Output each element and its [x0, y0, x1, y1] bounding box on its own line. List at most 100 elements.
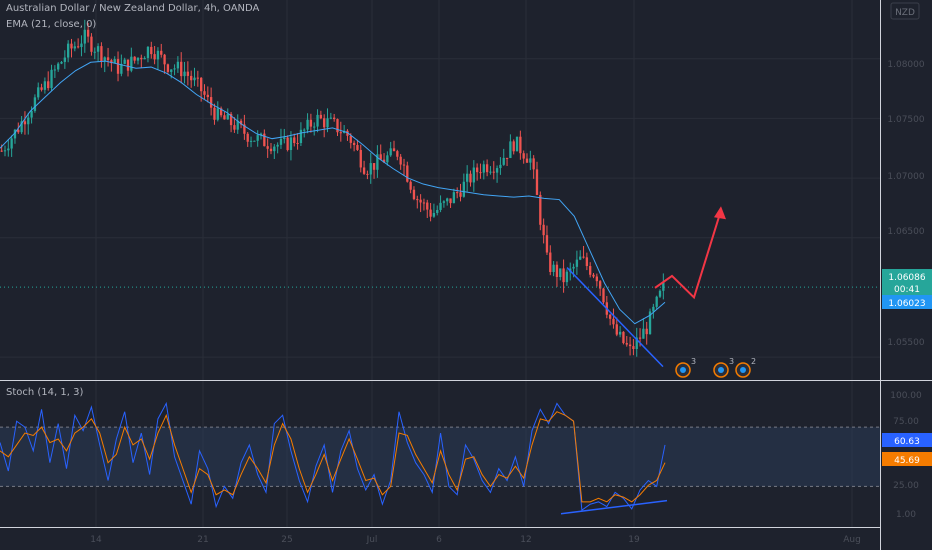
candle-body: [0, 150, 3, 152]
candle-body: [83, 29, 86, 44]
candle-body: [120, 63, 123, 74]
candle-body: [30, 110, 33, 118]
candle-body: [379, 154, 382, 160]
candle-body: [535, 169, 539, 195]
candle-body: [419, 199, 422, 203]
candle-body: [283, 137, 286, 139]
candle-body: [316, 114, 319, 127]
candle-body: [226, 113, 229, 120]
projection-path: [654, 209, 722, 300]
candle-body: [136, 57, 140, 61]
candle-body: [193, 77, 196, 81]
event-marker[interactable]: 2: [735, 357, 756, 378]
candle-body: [592, 274, 595, 277]
price-tick: 1.06500: [887, 227, 924, 237]
candle-body: [652, 306, 655, 312]
candle-body: [336, 119, 339, 133]
candle-body: [362, 167, 366, 174]
stoch-d-value: 45.69: [894, 456, 920, 466]
candle-body: [10, 138, 13, 149]
candle-body: [186, 71, 190, 76]
candle-body: [575, 259, 579, 267]
stoch-tick: 1.00: [896, 510, 916, 520]
candle-body: [369, 163, 372, 175]
candle-body: [565, 271, 569, 283]
candle-body: [389, 148, 392, 156]
candle-body: [253, 140, 256, 142]
stoch-legend[interactable]: Stoch (14, 1, 3): [6, 387, 84, 398]
currency-box[interactable]: [890, 2, 920, 20]
candle-body: [173, 68, 176, 70]
candle-body: [449, 198, 452, 204]
symbol-title[interactable]: Australian Dollar / New Zealand Dollar, …: [6, 3, 260, 14]
candle-body: [426, 202, 429, 210]
candle-body: [525, 158, 529, 163]
stoch-tick: 100.00: [890, 391, 922, 401]
candle-body: [492, 171, 495, 173]
candle-body: [502, 157, 505, 165]
candle-body: [166, 64, 170, 72]
candle-body: [206, 94, 209, 98]
event-marker[interactable]: 3: [675, 357, 696, 378]
candle-body: [475, 167, 479, 173]
candle-body: [655, 296, 658, 307]
candle-body: [163, 54, 166, 65]
event-count: 3: [691, 357, 696, 366]
candle-body: [402, 164, 406, 166]
candle-body: [313, 126, 316, 128]
candle-body: [618, 331, 622, 335]
overlays: [0, 206, 880, 368]
candle-body: [552, 264, 555, 272]
candle-body: [482, 164, 485, 173]
candle-body: [90, 36, 93, 52]
stoch-trendline: [560, 499, 668, 515]
candle-body: [103, 57, 106, 62]
stoch-k-line: [0, 401, 666, 512]
candle-body: [13, 129, 17, 139]
candle-body: [612, 318, 615, 325]
stoch-d-line: [0, 411, 666, 503]
event-marker[interactable]: 3: [713, 357, 734, 378]
candle-body: [143, 57, 146, 60]
candle-body: [213, 107, 216, 120]
price-tick: 1.08000: [887, 60, 924, 70]
candle-body: [160, 50, 163, 55]
candle-body: [256, 135, 259, 141]
candle-body: [459, 192, 462, 197]
ema-value: 1.06023: [888, 299, 925, 309]
candle-body: [356, 145, 359, 150]
candle-body: [273, 146, 276, 152]
candle-body: [472, 167, 475, 183]
candle-body: [416, 199, 419, 201]
candle-body: [150, 46, 153, 55]
candle-body: [429, 209, 432, 217]
time-label: 6: [436, 535, 442, 545]
candle-body: [579, 256, 582, 260]
candle-body: [469, 173, 472, 183]
ema-legend[interactable]: EMA (21, close, 0): [6, 19, 97, 30]
candle-body: [309, 119, 313, 127]
stoch-k-badge: [882, 433, 932, 447]
candle-body: [53, 69, 57, 71]
ema-layer: [0, 60, 666, 325]
candle-body: [93, 51, 96, 53]
candle-body: [549, 252, 552, 272]
stoch-d-badge: [882, 452, 932, 466]
candle-body: [372, 163, 376, 170]
candle-body: [446, 198, 449, 202]
candle-body: [512, 141, 515, 152]
candle-body: [7, 148, 10, 151]
candle-body: [40, 87, 43, 90]
price-tick: 1.05500: [887, 338, 924, 348]
candle-body: [37, 87, 40, 98]
candle-body: [289, 137, 293, 151]
price-trendline: [566, 267, 664, 368]
candle-body: [399, 156, 402, 165]
time-label: 21: [197, 535, 208, 545]
candle-body: [236, 120, 239, 130]
stoch-layer: [0, 401, 880, 515]
candle-body: [126, 59, 130, 71]
time-label: 25: [281, 535, 292, 545]
candle-body: [63, 57, 67, 62]
